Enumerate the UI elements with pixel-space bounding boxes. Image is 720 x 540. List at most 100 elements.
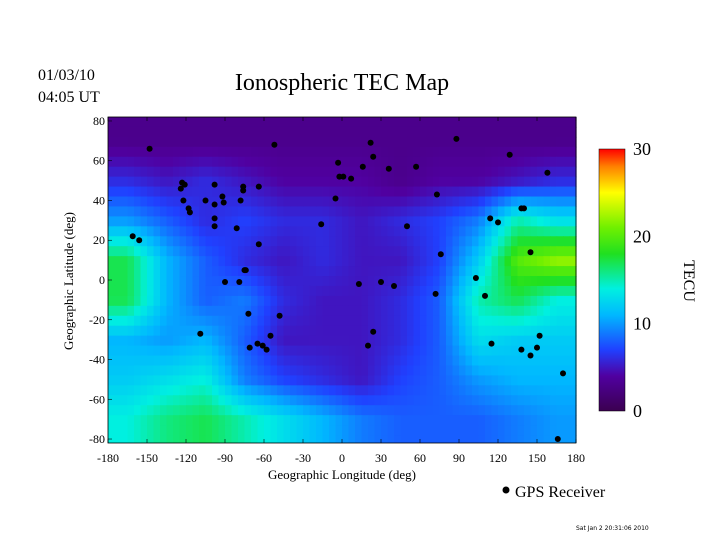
heatmap-cell	[218, 216, 226, 227]
heatmap-cell	[108, 196, 116, 208]
heatmap-cell	[348, 365, 356, 377]
heatmap-cell	[173, 365, 181, 377]
heatmap-cell	[244, 256, 252, 267]
heatmap-cell	[556, 117, 564, 128]
heatmap-cell	[296, 355, 304, 367]
heatmap-cell	[160, 395, 168, 406]
heatmap-cell	[134, 166, 142, 178]
heatmap-cell	[537, 136, 545, 148]
heatmap-cell	[296, 345, 304, 357]
heatmap-cell	[257, 266, 265, 277]
heatmap-cell	[114, 236, 122, 247]
heatmap-cell	[231, 355, 239, 367]
heatmap-cell	[439, 385, 447, 396]
heatmap-cell	[381, 146, 389, 158]
heatmap-cell	[283, 355, 291, 367]
heatmap-cell	[400, 375, 408, 386]
heatmap-cell	[472, 176, 480, 188]
heatmap-cell	[517, 385, 525, 396]
heatmap-cell	[387, 425, 395, 436]
heatmap-cell	[270, 335, 278, 347]
heatmap-cell	[329, 345, 337, 357]
heatmap-cell	[511, 236, 519, 247]
heatmap-cell	[524, 196, 532, 208]
heatmap-cell	[433, 405, 441, 416]
heatmap-cell	[257, 415, 265, 426]
heatmap-cell	[439, 126, 447, 138]
heatmap-cell	[413, 435, 421, 443]
heatmap-cell	[296, 415, 304, 426]
heatmap-cell	[166, 166, 174, 178]
heatmap-cell	[114, 415, 122, 426]
heatmap-cell	[348, 395, 356, 406]
heatmap-cell	[238, 395, 246, 406]
heatmap-cell	[524, 246, 532, 257]
heatmap-cell	[264, 126, 272, 138]
heatmap-cell	[517, 425, 525, 436]
heatmap-cell	[238, 136, 246, 148]
heatmap-cell	[374, 176, 382, 188]
heatmap-cell	[225, 365, 233, 377]
heatmap-cell	[296, 405, 304, 416]
heatmap-cell	[400, 285, 408, 297]
heatmap-cell	[530, 315, 538, 327]
heatmap-cell	[309, 435, 317, 443]
heatmap-cell	[485, 246, 493, 257]
heatmap-cell	[160, 415, 168, 426]
heatmap-cell	[218, 126, 226, 138]
heatmap-cell	[537, 335, 545, 347]
heatmap-cell	[524, 425, 532, 436]
heatmap-cell	[179, 166, 187, 178]
heatmap-cell	[225, 236, 233, 247]
heatmap-cell	[537, 256, 545, 267]
heatmap-cell	[511, 415, 519, 426]
heatmap-cell	[355, 435, 363, 443]
heatmap-cell	[439, 395, 447, 406]
heatmap-cell	[127, 295, 135, 307]
heatmap-cell	[368, 435, 376, 443]
heatmap-cell	[537, 166, 545, 178]
heatmap-cell	[277, 186, 285, 198]
heatmap-cell	[186, 365, 194, 377]
heatmap-cell	[543, 256, 551, 267]
heatmap-cell	[186, 375, 194, 386]
heatmap-cell	[121, 375, 129, 386]
heatmap-cell	[543, 295, 551, 307]
heatmap-cell	[563, 355, 571, 367]
heatmap-cell	[251, 276, 259, 287]
heatmap-cell	[374, 117, 382, 128]
heatmap-cell	[543, 415, 551, 426]
heatmap-cell	[277, 246, 285, 257]
heatmap-cell	[244, 236, 252, 247]
heatmap-cell	[543, 136, 551, 148]
heatmap-cell	[524, 146, 532, 158]
gps-receiver-marker	[385, 165, 392, 172]
heatmap-cell	[290, 266, 298, 277]
heatmap-cell	[244, 405, 252, 416]
heatmap-cell	[452, 365, 460, 377]
heatmap-cell	[108, 345, 116, 357]
heatmap-cell	[322, 355, 330, 367]
heatmap-cell	[498, 246, 506, 257]
heatmap-cell	[439, 335, 447, 347]
heatmap-cell	[251, 266, 259, 277]
heatmap-cell	[290, 136, 298, 148]
heatmap-cell	[309, 246, 317, 257]
heatmap-cell	[387, 126, 395, 138]
heatmap-cell	[199, 266, 207, 277]
heatmap-cell	[407, 435, 415, 443]
heatmap-cell	[530, 355, 538, 367]
gps-receiver-marker	[177, 185, 184, 192]
heatmap-cell	[400, 365, 408, 377]
heatmap-cell	[140, 325, 148, 337]
heatmap-cell	[348, 176, 356, 188]
heatmap-cell	[556, 285, 564, 297]
heatmap-cell	[530, 385, 538, 396]
heatmap-cell	[407, 236, 415, 247]
heatmap-cell	[251, 325, 259, 337]
heatmap-cell	[225, 345, 233, 357]
heatmap-cell	[140, 117, 148, 128]
heatmap-cell	[511, 315, 519, 327]
heatmap-cell	[205, 355, 213, 367]
heatmap-cell	[199, 276, 207, 287]
